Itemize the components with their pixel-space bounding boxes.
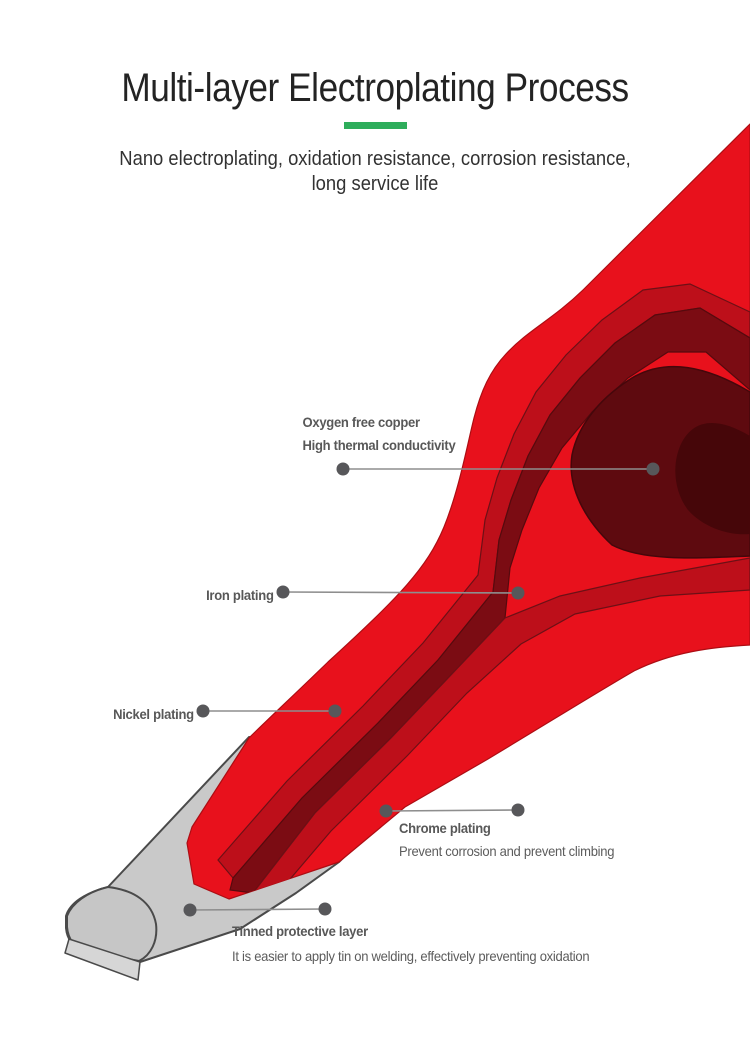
tip-bevel-face bbox=[64, 938, 141, 981]
dot-oxygen-label bbox=[336, 462, 350, 476]
dot-iron-label bbox=[276, 585, 290, 599]
callout-chrome-description: Prevent corrosion and prevent climbing bbox=[399, 843, 615, 859]
dot-chrome-label bbox=[511, 803, 525, 817]
callout-oxygen-free-copper: Oxygen free copper High thermal conducti… bbox=[303, 411, 456, 457]
subtitle-line-2: long service life bbox=[311, 173, 439, 195]
subtitle-line-1: Nano electroplating, oxidation resistanc… bbox=[119, 148, 631, 170]
dot-iron-target bbox=[511, 586, 525, 600]
band-mid-lower bbox=[252, 557, 750, 899]
callout-chrome-title: Chrome plating bbox=[399, 820, 491, 836]
callout-iron-plating: Iron plating bbox=[206, 584, 274, 607]
leader-line-iron bbox=[282, 591, 519, 594]
callout-nickel-plating: Nickel plating bbox=[113, 703, 194, 726]
callout-oxygen-description: High thermal conductivity bbox=[302, 437, 456, 453]
callout-iron-title: Iron plating bbox=[206, 587, 274, 603]
callout-oxygen-title: Oxygen free copper bbox=[302, 414, 421, 430]
leader-line-chrome bbox=[385, 809, 519, 812]
dot-oxygen-target bbox=[646, 462, 660, 476]
leader-lines bbox=[189, 468, 653, 911]
title-divider bbox=[344, 122, 407, 129]
dot-tinned-label bbox=[318, 902, 332, 916]
callout-tinned-description: It is easier to apply tin on welding, ef… bbox=[232, 948, 590, 964]
callout-tinned-protective-layer: Tinned protective layer It is easier to … bbox=[232, 919, 590, 969]
dot-chrome-target bbox=[379, 804, 393, 818]
copper-core-shadow bbox=[675, 423, 750, 535]
dot-nickel-label bbox=[196, 704, 210, 718]
leader-dots bbox=[183, 462, 660, 917]
dot-tinned-target bbox=[183, 903, 197, 917]
page-subtitle: Nano electroplating, oxidation resistanc… bbox=[30, 147, 720, 197]
page-title: Multi-layer Electroplating Process bbox=[121, 66, 629, 110]
callout-tinned-title: Tinned protective layer bbox=[232, 923, 368, 939]
callout-chrome-plating: Chrome plating Prevent corrosion and pre… bbox=[399, 817, 614, 863]
dot-nickel-target bbox=[328, 704, 342, 718]
callout-nickel-title: Nickel plating bbox=[113, 706, 194, 722]
leader-line-tinned bbox=[189, 908, 326, 911]
